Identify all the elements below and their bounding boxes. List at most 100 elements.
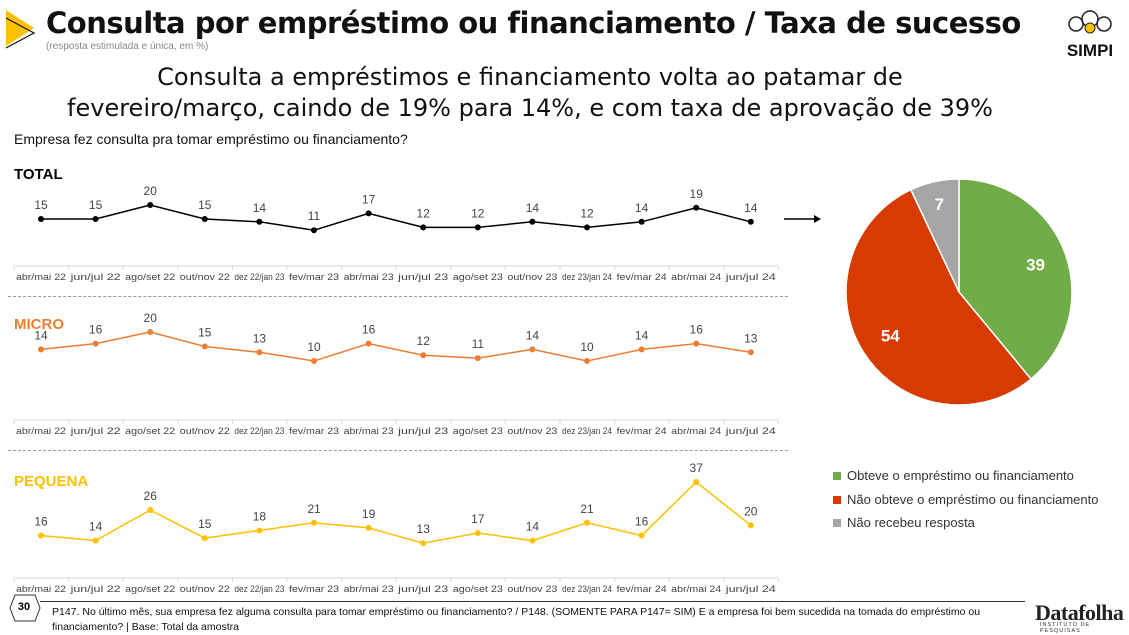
legend-item: Obteve o empréstimo ou financiamento (833, 468, 1074, 483)
x-tick-label: jun/jul 24 (724, 426, 775, 436)
pie-slice (909, 178, 960, 293)
pie-label: 54 (881, 327, 900, 346)
divider (8, 296, 788, 297)
x-tick-label: abr/mai 23 (344, 272, 394, 282)
pie-slice (958, 178, 1073, 381)
pie-slice (845, 188, 1033, 406)
headline-line-2: fevereiro/março, caindo de 19% para 14%,… (67, 94, 993, 122)
data-point (38, 532, 44, 539)
data-label: 11 (472, 337, 485, 351)
data-label: 20 (744, 504, 758, 518)
x-tick-label: ago/set 22 (125, 584, 175, 594)
svg-text:SIMPI: SIMPI (1067, 41, 1113, 60)
data-point (638, 532, 645, 539)
data-point (529, 346, 536, 353)
data-label: 16 (34, 515, 48, 529)
data-point (201, 343, 208, 350)
data-label: 26 (144, 489, 158, 503)
data-point (365, 340, 372, 347)
data-point (693, 340, 700, 347)
x-tick-label: out/nov 23 (507, 272, 557, 282)
data-label: 17 (471, 512, 485, 526)
data-label: 21 (580, 502, 594, 516)
pie-label: 7 (935, 195, 944, 214)
data-label: 12 (417, 206, 431, 220)
data-label: 15 (198, 517, 212, 531)
data-point (201, 535, 208, 542)
question-label: Empresa fez consulta pra tomar empréstim… (14, 131, 408, 147)
footer-note: P147. No último mês, sua empresa fez alg… (52, 606, 981, 633)
legend-label: Não recebeu resposta (847, 515, 975, 530)
data-point (584, 519, 590, 526)
legend-label: Obteve o empréstimo ou financiamento (847, 468, 1074, 483)
legend-swatch (833, 495, 841, 504)
data-point (747, 218, 754, 225)
data-label: 16 (635, 515, 649, 529)
x-tick-label: fev/mar 23 (289, 272, 339, 282)
data-point (474, 355, 481, 362)
data-label: 14 (635, 201, 649, 215)
section-title-micro: MICRO (14, 316, 64, 333)
page-number: 30 (17, 601, 31, 613)
x-tick-label: dez 23/jan 24 (562, 584, 612, 594)
data-point (420, 352, 427, 359)
data-point (529, 218, 536, 225)
x-tick-label: out/nov 22 (180, 272, 230, 282)
x-tick-label: out/nov 23 (507, 426, 557, 436)
data-point (638, 346, 645, 353)
x-tick-label: abr/mai 24 (671, 426, 721, 436)
data-point (420, 224, 427, 231)
data-point (365, 524, 372, 531)
data-point (474, 224, 481, 231)
pie-chart: 39 54 7 (845, 178, 1073, 406)
data-label: 13 (253, 331, 267, 345)
x-tick-label: abr/mai 22 (16, 272, 66, 282)
data-label: 16 (690, 323, 704, 337)
x-tick-label: jun/jul 23 (397, 426, 448, 436)
legend-swatch (833, 471, 841, 480)
page-title: Consulta por empréstimo ou financiamento… (46, 6, 1021, 40)
data-label: 10 (580, 340, 594, 354)
data-label: 15 (198, 326, 212, 340)
series-line (40, 481, 752, 544)
data-point (747, 349, 754, 356)
data-label: 14 (526, 201, 540, 215)
line-charts: 15 abr/mai 22 15 jun/jul 22 20 ago/set 22 15 ou… (13, 184, 779, 594)
x-tick-label: dez 22/jan 23 (234, 272, 284, 282)
x-tick-label: dez 22/jan 23 (234, 426, 284, 436)
section-title-total: TOTAL (14, 166, 63, 183)
data-label: 14 (526, 520, 540, 534)
data-label: 15 (198, 198, 212, 212)
data-point (256, 527, 263, 534)
data-point (474, 530, 481, 536)
data-label: 21 (307, 502, 321, 516)
data-point (311, 358, 317, 364)
x-tick-label: out/nov 22 (180, 426, 230, 436)
x-tick-label: abr/mai 22 (16, 584, 66, 594)
x-tick-label: ago/set 23 (453, 584, 503, 594)
x-tick-label: abr/mai 24 (671, 584, 721, 594)
data-point (147, 507, 154, 514)
data-label: 18 (253, 509, 267, 523)
datafolha-subtitle: INSTITUTO DE PESQUISAS (1040, 622, 1091, 634)
x-tick-label: ago/set 22 (125, 272, 175, 282)
x-tick-label: jun/jul 23 (397, 584, 448, 594)
x-tick-label: abr/mai 23 (344, 426, 394, 436)
data-label: 11 (308, 209, 321, 223)
data-label: 14 (526, 328, 540, 342)
data-point (92, 216, 99, 222)
data-label: 13 (744, 331, 758, 345)
x-tick-label: abr/mai 23 (344, 584, 394, 594)
x-tick-label: jun/jul 23 (397, 272, 448, 282)
x-tick-label: ago/set 23 (453, 272, 503, 282)
x-tick-label: jun/jul 24 (724, 272, 775, 282)
data-point (693, 479, 700, 485)
x-tick-label: out/nov 22 (180, 584, 230, 594)
data-point (311, 227, 317, 234)
data-label: 20 (144, 184, 158, 198)
data-label: 14 (89, 520, 103, 534)
x-tick-label: dez 23/jan 24 (562, 426, 612, 436)
x-tick-label: out/nov 23 (507, 584, 557, 594)
x-tick-label: fev/mar 23 (289, 584, 339, 594)
x-tick-label: fev/mar 24 (617, 584, 667, 594)
